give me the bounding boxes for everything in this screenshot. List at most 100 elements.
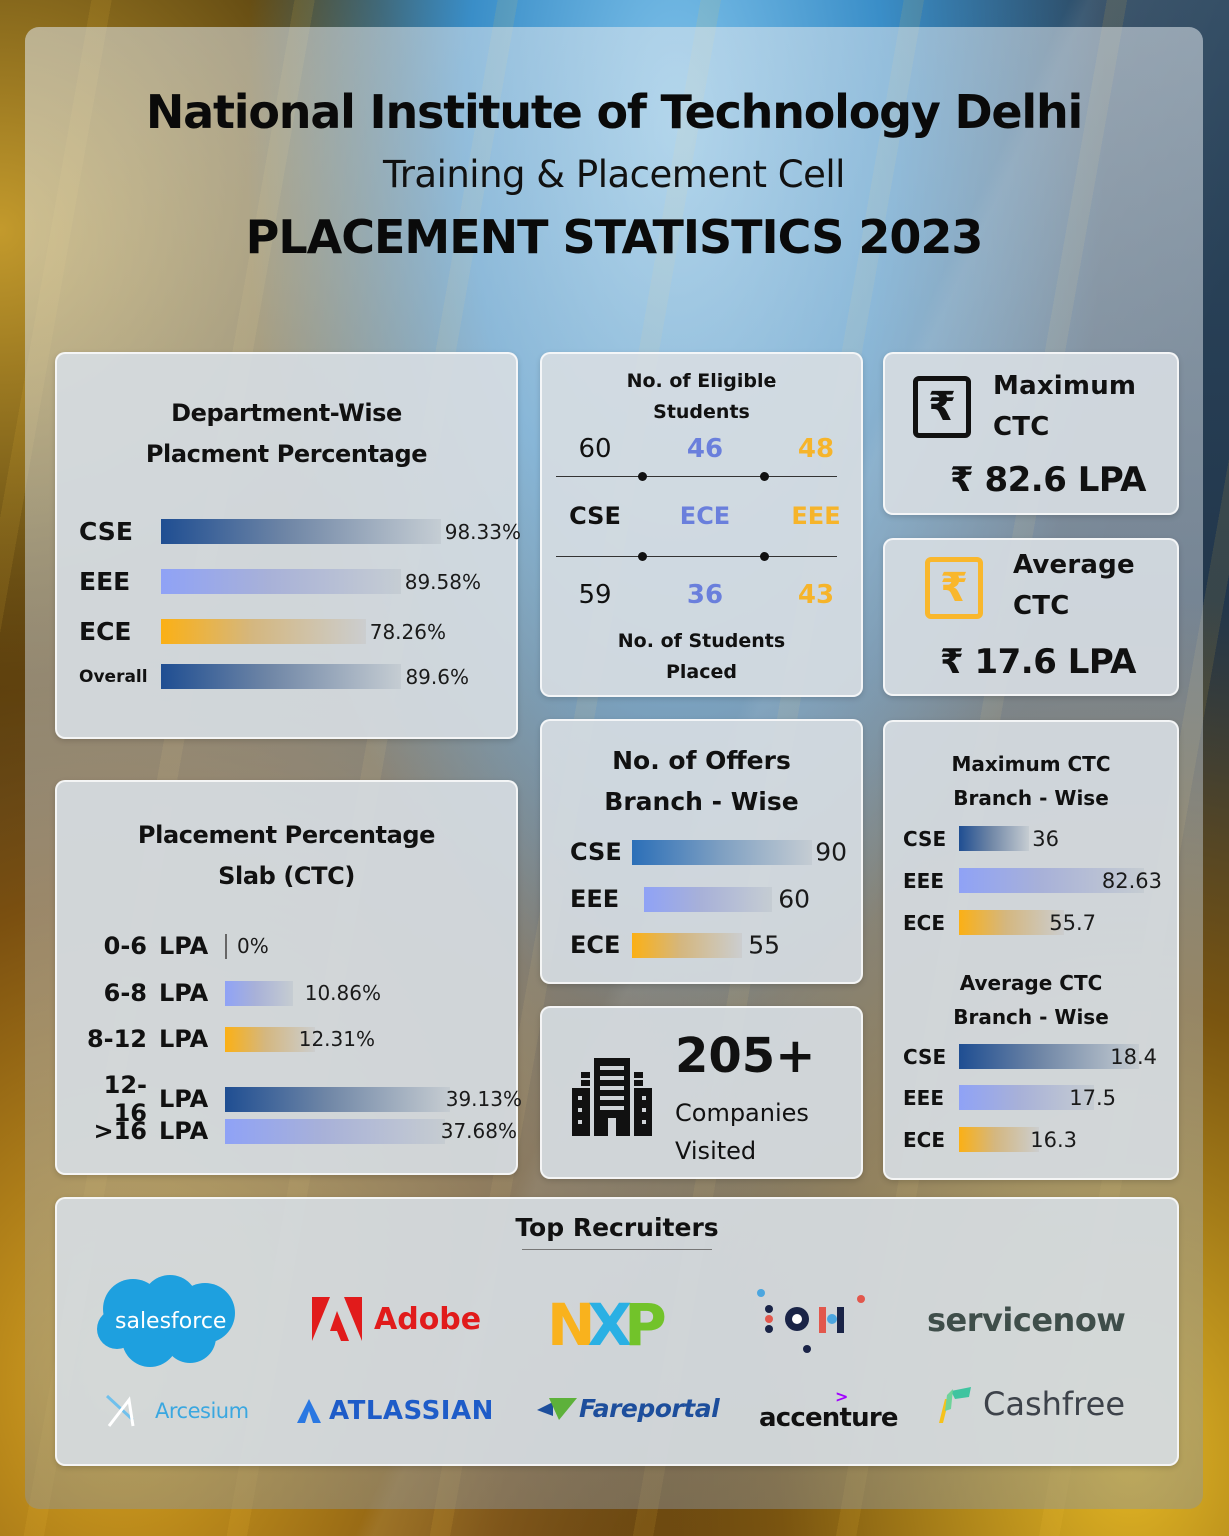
logo-text: accenture — [759, 1403, 899, 1433]
bar-label: CSE — [79, 517, 133, 546]
branch-eee: EEE — [791, 502, 841, 530]
atlassian-icon — [297, 1399, 321, 1423]
placed-values-row: 59 36 43 — [542, 580, 861, 614]
label-line: Average — [1013, 550, 1135, 580]
bar: 82.63 — [959, 868, 1162, 893]
placed-ece: 36 — [686, 580, 724, 610]
label-line: Companies — [675, 1099, 809, 1127]
bar-label: Overall — [79, 666, 148, 687]
bar: 55 — [632, 931, 780, 960]
slab-unit: LPA — [159, 1025, 209, 1053]
servicenow-logo: servicenow — [927, 1301, 1126, 1339]
maximum-ctc-card: ₹ Maximum CTC ₹ 82.6 LPA — [883, 352, 1179, 515]
eligible-title: No. of Eligible Students — [542, 366, 861, 428]
bar-value: 89.6% — [405, 664, 469, 689]
cashfree-icon — [939, 1387, 971, 1423]
bar-row-overall: Overall 89.6% — [79, 664, 469, 689]
bar: 98.33% — [161, 519, 521, 544]
bar-value: 39.13% — [445, 1087, 522, 1111]
adobe-icon — [312, 1297, 362, 1341]
bar-value: 60 — [778, 884, 810, 914]
label-line: CTC — [993, 412, 1050, 442]
bar: 18.4 — [959, 1044, 1157, 1069]
divider-line — [556, 552, 837, 561]
title-line: No. of Eligible — [626, 370, 777, 392]
title-line: Placment Percentage — [145, 440, 428, 468]
title-line: Slab (CTC) — [218, 862, 355, 890]
bar-row-cse: CSE 98.33% — [79, 517, 521, 546]
title-line: Branch - Wise — [953, 786, 1109, 810]
card-title: No. of Offers Branch - Wise — [542, 740, 861, 822]
bar: 89.6% — [161, 664, 469, 689]
avg-ctc-value: ₹ 17.6 LPA — [940, 642, 1137, 682]
label-line: Maximum — [993, 371, 1137, 401]
logo-text: Fareportal — [579, 1394, 720, 1423]
bar-value: 37.68% — [440, 1119, 517, 1143]
branch-ctc-card: Maximum CTC Branch - Wise CSE 36 EEE 82.… — [883, 720, 1179, 1180]
logo-text: ATLASSIAN — [329, 1396, 494, 1426]
accenture-icon: > — [835, 1387, 849, 1406]
slab-unit: LPA — [159, 1117, 209, 1145]
salesforce-logo: salesforce — [95, 1271, 240, 1371]
max-ctc-branch-title: Maximum CTC Branch - Wise — [885, 747, 1177, 815]
title-line: Branch - Wise — [953, 1005, 1109, 1029]
cashfree-logo: Cashfree — [935, 1385, 1125, 1423]
ctc-slab-card: Placement Percentage Slab (CTC) 0-6 LPA … — [55, 780, 522, 1175]
bar-value: 12.31% — [298, 1027, 375, 1051]
label-line: Visited — [675, 1137, 757, 1165]
slab-unit: LPA — [159, 1085, 209, 1113]
title-line: Branch - Wise — [604, 787, 799, 816]
bar — [225, 933, 227, 959]
bar-label: ECE — [903, 910, 946, 935]
bar-value: 55.7 — [1049, 910, 1096, 935]
max-ctc-row-ece: ECE 55.7 — [903, 910, 1096, 935]
bar: 16.3 — [959, 1127, 1077, 1152]
title-line: Students — [653, 401, 750, 423]
logo-text: Adobe — [374, 1301, 482, 1337]
bar-label: EEE — [903, 1085, 944, 1110]
bar: 90 — [632, 838, 847, 867]
rupee-icon: ₹ — [925, 557, 983, 619]
bar-value: 78.26% — [369, 619, 446, 644]
avg-ctc-row-eee: EEE 17.5 — [903, 1085, 1116, 1110]
title-line: Placed — [665, 661, 737, 683]
bar-value: 82.63 — [1101, 868, 1162, 893]
dot — [760, 472, 769, 481]
bar-label: ECE — [570, 931, 621, 959]
avg-ctc-row-cse: CSE 18.4 — [903, 1044, 1157, 1069]
eligible-placed-card: No. of Eligible Students 60 46 48 CSE EC… — [540, 352, 863, 697]
title-line: Maximum CTC — [951, 752, 1111, 776]
fareportal-logo: Fareportal — [537, 1394, 720, 1423]
bar-value: 55 — [748, 930, 780, 960]
bar-value: 0% — [237, 934, 269, 958]
building-icon — [572, 1058, 652, 1136]
max-ctc-value: ₹ 82.6 LPA — [950, 460, 1147, 500]
bar: 89.58% — [161, 569, 481, 594]
avg-ctc-row-ece: ECE 16.3 — [903, 1127, 1077, 1152]
bar-value: 98.33% — [444, 519, 521, 544]
max-ctc-row-eee: EEE 82.63 — [903, 868, 1162, 893]
branch-ece: ECE — [679, 502, 731, 530]
placed-cse: 59 — [578, 580, 612, 610]
bar-label: CSE — [903, 1044, 947, 1069]
slab-row: 0-6 LPA 0% — [71, 932, 269, 960]
title-line: Department-Wise — [171, 399, 402, 427]
avg-ctc-branch-title: Average CTC Branch - Wise — [885, 966, 1177, 1034]
bar: 12.31% — [225, 1026, 375, 1052]
bar-label: ECE — [903, 1127, 946, 1152]
bar-label: ECE — [79, 617, 132, 646]
eligible-eee: 48 — [797, 434, 835, 464]
offer-row-eee: EEE 60 — [570, 885, 810, 914]
page-title: PLACEMENT STATISTICS 2023 — [245, 210, 984, 264]
logo-text: Cashfree — [983, 1385, 1125, 1423]
title-line: No. of Offers — [612, 746, 791, 775]
companies-count: 205+ — [675, 1028, 816, 1084]
bar-label: EEE — [570, 885, 620, 913]
top-recruiters-title: Top Recruiters — [515, 1213, 719, 1242]
offer-row-cse: CSE 90 — [570, 838, 847, 867]
cell-name: Training & Placement Cell — [383, 153, 845, 196]
placed-title: No. of Students Placed — [542, 626, 861, 688]
bar-label: EEE — [903, 868, 944, 893]
